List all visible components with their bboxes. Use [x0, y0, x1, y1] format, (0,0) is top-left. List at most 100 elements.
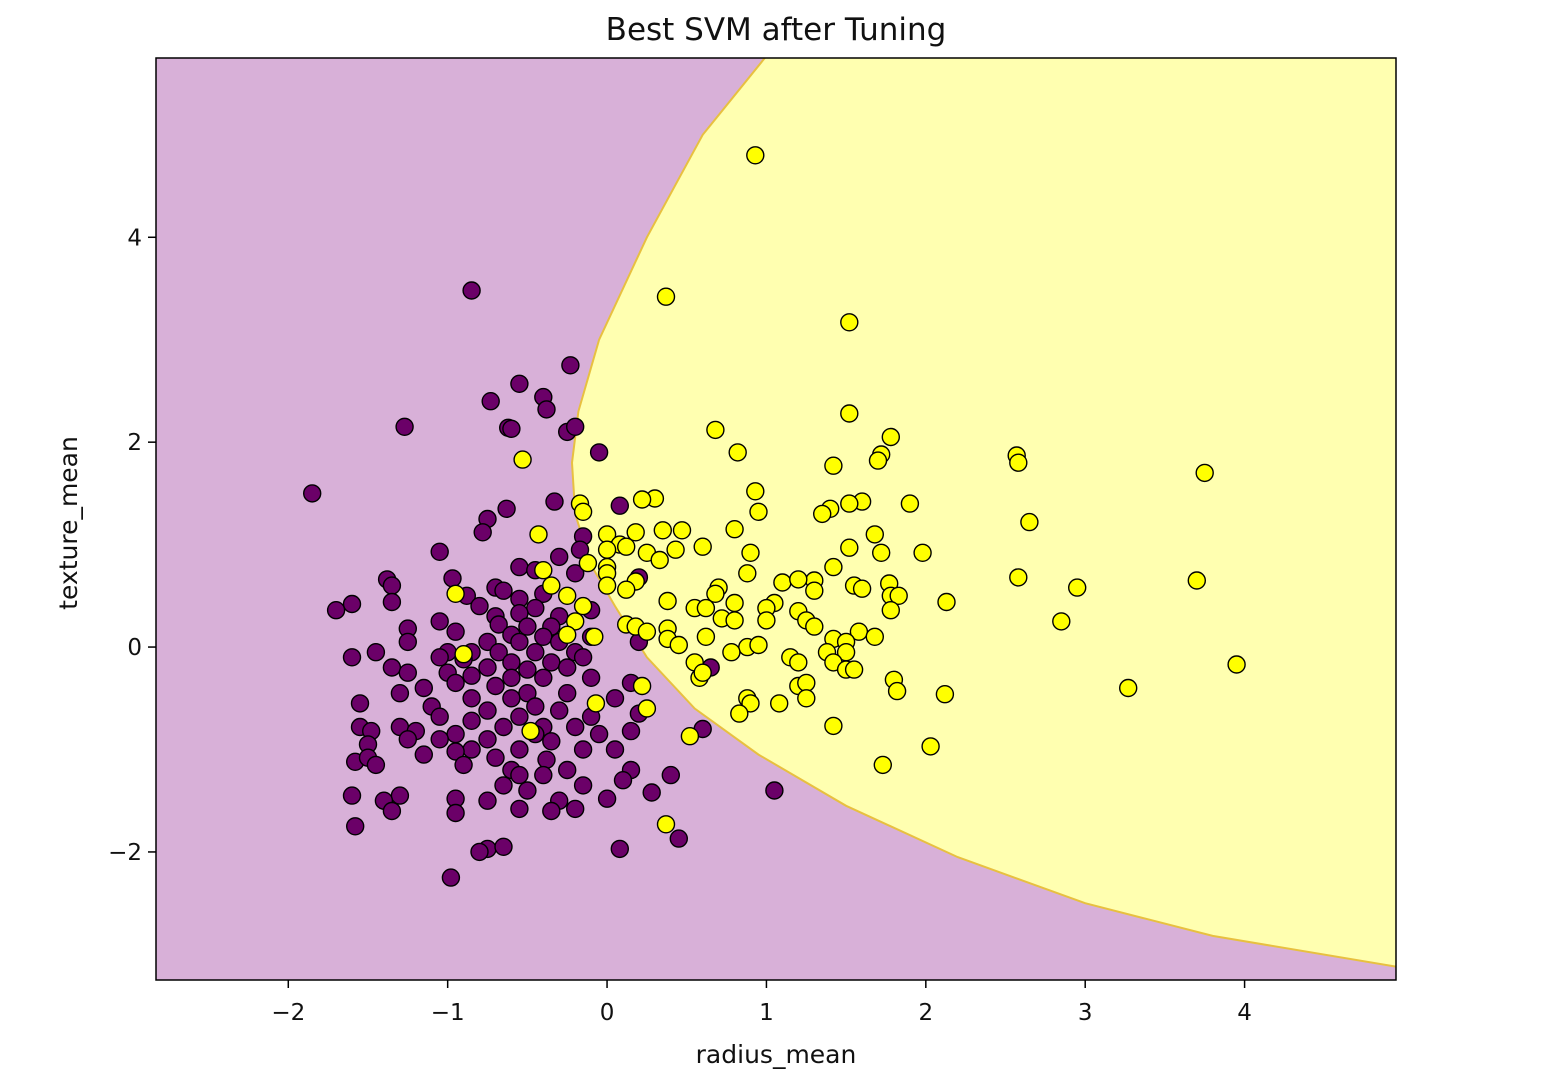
data-point-class-0 [566, 717, 585, 737]
data-point-class-0 [366, 643, 386, 662]
data-point-class-0 [342, 594, 362, 614]
data-point-class-1 [921, 737, 940, 756]
data-point-class-1 [889, 586, 908, 605]
y-tick-label: 0 [127, 635, 142, 661]
data-point-class-0 [510, 707, 529, 726]
data-point-class-0 [446, 622, 465, 641]
data-point-class-1 [1187, 571, 1207, 590]
data-point-class-1 [558, 625, 577, 644]
data-point-class-0 [398, 730, 417, 749]
data-point-class-0 [462, 711, 481, 730]
data-point-class-0 [534, 668, 553, 687]
data-point-class-0 [542, 732, 561, 751]
data-point-class-0 [537, 750, 556, 769]
data-point-class-1 [868, 451, 888, 470]
data-point-class-1 [656, 287, 676, 306]
data-point-class-0 [478, 791, 497, 810]
data-point-class-1 [840, 404, 859, 423]
data-point-class-0 [382, 801, 402, 821]
data-point-class-1 [840, 313, 859, 332]
data-point-class-1 [706, 584, 725, 603]
data-point-class-1 [617, 580, 636, 599]
data-point-class-1 [558, 586, 577, 605]
data-point-class-0 [558, 760, 577, 780]
y-axis-label: texture_mean [54, 436, 83, 610]
data-point-class-0 [589, 443, 609, 462]
data-point-class-1 [1195, 463, 1214, 483]
data-point-class-0 [398, 663, 417, 682]
data-point-class-1 [725, 520, 744, 539]
data-point-class-0 [610, 496, 629, 515]
data-point-class-1 [865, 525, 884, 544]
data-point-class-1 [840, 538, 859, 557]
data-point-class-0 [443, 569, 462, 588]
data-point-class-0 [382, 658, 402, 677]
data-point-class-0 [414, 745, 433, 764]
data-point-class-0 [510, 799, 529, 819]
data-point-class-1 [805, 581, 824, 600]
series-class-0 [303, 281, 784, 887]
data-point-class-1 [696, 627, 716, 646]
data-point-class-0 [518, 781, 537, 800]
data-point-class-1 [937, 592, 956, 612]
data-point-class-0 [605, 740, 625, 759]
data-point-class-1 [1067, 578, 1087, 597]
data-point-class-0 [454, 755, 473, 775]
data-point-class-1 [873, 755, 892, 775]
data-point-class-0 [669, 829, 688, 848]
data-point-class-0 [486, 748, 505, 767]
data-point-class-0 [494, 581, 513, 600]
data-point-class-0 [561, 356, 580, 375]
data-point-class-1 [672, 521, 692, 540]
data-point-class-1 [597, 540, 617, 559]
data-point-class-0 [446, 724, 465, 744]
data-point-class-1 [770, 694, 789, 713]
data-point-class-1 [637, 699, 657, 718]
data-point-class-0 [581, 668, 601, 687]
data-point-class-0 [398, 632, 417, 652]
data-point-class-0 [441, 868, 461, 887]
data-point-class-1 [844, 660, 864, 679]
data-point-class-0 [303, 484, 322, 503]
data-point-class-1 [805, 617, 824, 636]
data-point-class-1 [513, 450, 532, 469]
data-point-class-0 [446, 742, 465, 761]
data-point-class-0 [481, 392, 500, 411]
data-point-class-1 [573, 596, 593, 616]
data-point-class-0 [366, 755, 386, 775]
data-point-class-0 [462, 666, 481, 685]
data-point-class-0 [765, 781, 784, 800]
data-point-class-1 [789, 653, 808, 672]
data-point-class-0 [390, 786, 410, 805]
data-point-class-1 [1052, 612, 1071, 631]
data-point-class-0 [534, 765, 553, 785]
data-point-class-1 [617, 537, 636, 556]
data-point-class-1 [900, 494, 920, 513]
data-point-class-0 [537, 400, 556, 419]
data-point-class-0 [558, 658, 577, 677]
data-point-class-0 [382, 592, 402, 612]
data-point-class-0 [350, 694, 370, 713]
data-point-class-0 [462, 281, 481, 300]
data-point-class-1 [824, 456, 843, 475]
data-point-class-0 [395, 417, 414, 436]
data-point-class-1 [578, 553, 598, 573]
data-point-class-1 [696, 598, 716, 618]
data-point-class-0 [446, 803, 465, 823]
data-point-class-0 [478, 658, 497, 677]
data-point-class-1 [1227, 655, 1246, 674]
data-point-class-1 [658, 591, 677, 611]
data-point-class-0 [545, 492, 564, 511]
data-point-class-0 [430, 542, 449, 561]
data-point-class-0 [326, 601, 346, 620]
data-point-class-0 [510, 740, 529, 759]
data-point-class-0 [494, 776, 513, 795]
data-point-class-0 [566, 799, 585, 819]
data-point-class-0 [430, 648, 449, 667]
x-tick-label: −1 [431, 1000, 465, 1026]
data-point-class-0 [510, 604, 529, 623]
y-axis-ticks: −2 0 2 4 [108, 225, 156, 866]
data-point-class-1 [797, 673, 816, 693]
